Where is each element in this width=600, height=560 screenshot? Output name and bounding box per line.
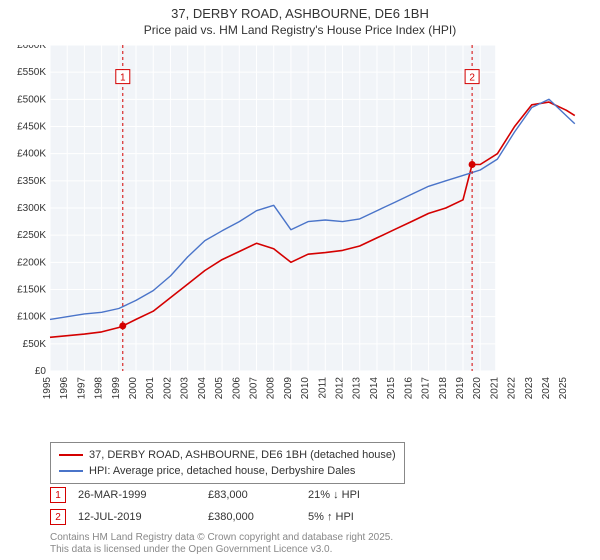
- svg-text:2011: 2011: [317, 377, 328, 399]
- sale-marker-number: 1: [50, 487, 66, 503]
- svg-text:2019: 2019: [455, 377, 466, 400]
- svg-text:2016: 2016: [403, 377, 414, 400]
- sale-hpi-delta: 5% ↑ HPI: [308, 511, 408, 523]
- svg-text:£50K: £50K: [23, 339, 47, 350]
- svg-text:£350K: £350K: [17, 176, 46, 187]
- svg-text:2012: 2012: [335, 377, 346, 400]
- svg-text:2014: 2014: [369, 377, 380, 400]
- svg-text:2004: 2004: [197, 377, 208, 400]
- svg-text:2009: 2009: [283, 377, 294, 400]
- svg-text:£150K: £150K: [17, 285, 46, 296]
- footer-line-2: This data is licensed under the Open Gov…: [50, 544, 332, 555]
- legend-swatch: [59, 454, 83, 456]
- sales-table: 1 26-MAR-1999£83,00021% ↓ HPI 2 12-JUL-2019…: [50, 484, 408, 528]
- svg-text:1997: 1997: [76, 377, 87, 400]
- svg-text:1998: 1998: [94, 377, 105, 400]
- svg-text:2025: 2025: [558, 377, 569, 400]
- price-chart: £0 £50K £100K £150K £200K £250K £300K £350K £400…: [8, 45, 580, 405]
- svg-text:2010: 2010: [300, 377, 311, 400]
- chart-title-sub: Price paid vs. HM Land Registry's House …: [0, 21, 600, 37]
- svg-text:2007: 2007: [248, 377, 259, 400]
- svg-text:2002: 2002: [162, 377, 173, 400]
- legend-label: HPI: Average price, detached house, Derb…: [89, 465, 355, 477]
- sale-date: 26-MAR-1999: [78, 489, 208, 501]
- legend-swatch: [59, 470, 83, 472]
- svg-text:1996: 1996: [59, 377, 70, 400]
- svg-text:£550K: £550K: [17, 67, 46, 78]
- legend-item: 37, DERBY ROAD, ASHBOURNE, DE6 1BH (deta…: [59, 447, 396, 463]
- svg-text:2008: 2008: [266, 377, 277, 400]
- svg-text:1999: 1999: [111, 377, 122, 400]
- svg-text:2024: 2024: [541, 377, 552, 400]
- svg-text:2020: 2020: [472, 377, 483, 400]
- svg-text:£500K: £500K: [17, 94, 46, 105]
- svg-text:2018: 2018: [438, 377, 449, 400]
- svg-text:£400K: £400K: [17, 149, 46, 160]
- svg-text:£450K: £450K: [17, 122, 46, 133]
- svg-text:1: 1: [120, 73, 126, 84]
- svg-text:£300K: £300K: [17, 203, 46, 214]
- svg-text:2001: 2001: [145, 377, 156, 400]
- chart-title-address: 37, DERBY ROAD, ASHBOURNE, DE6 1BH: [0, 0, 600, 21]
- svg-text:2022: 2022: [507, 377, 518, 400]
- svg-text:2005: 2005: [214, 377, 225, 400]
- svg-text:£100K: £100K: [17, 312, 46, 323]
- svg-text:2003: 2003: [180, 377, 191, 400]
- svg-text:2021: 2021: [489, 377, 500, 400]
- sale-price: £83,000: [208, 489, 308, 501]
- sale-row: 1 26-MAR-1999£83,00021% ↓ HPI: [50, 484, 408, 506]
- sale-date: 12-JUL-2019: [78, 511, 208, 523]
- svg-text:£200K: £200K: [17, 257, 46, 268]
- legend-label: 37, DERBY ROAD, ASHBOURNE, DE6 1BH (deta…: [89, 449, 396, 461]
- svg-text:£600K: £600K: [17, 45, 46, 51]
- svg-text:2015: 2015: [386, 377, 397, 400]
- svg-text:2023: 2023: [524, 377, 535, 400]
- footer-line-1: Contains HM Land Registry data © Crown c…: [50, 532, 393, 543]
- legend-item: HPI: Average price, detached house, Derb…: [59, 463, 396, 479]
- svg-text:2: 2: [469, 73, 475, 84]
- legend-box: 37, DERBY ROAD, ASHBOURNE, DE6 1BH (deta…: [50, 442, 405, 484]
- svg-text:£250K: £250K: [17, 230, 46, 241]
- sale-row: 2 12-JUL-2019£380,0005% ↑ HPI: [50, 506, 408, 528]
- sale-hpi-delta: 21% ↓ HPI: [308, 489, 408, 501]
- sale-marker-number: 2: [50, 509, 66, 525]
- svg-text:2000: 2000: [128, 377, 139, 400]
- sale-price: £380,000: [208, 511, 308, 523]
- svg-text:1995: 1995: [42, 377, 53, 400]
- svg-text:2013: 2013: [352, 377, 363, 400]
- svg-text:2017: 2017: [421, 377, 432, 400]
- svg-text:2006: 2006: [231, 377, 242, 400]
- svg-text:£0: £0: [35, 366, 47, 377]
